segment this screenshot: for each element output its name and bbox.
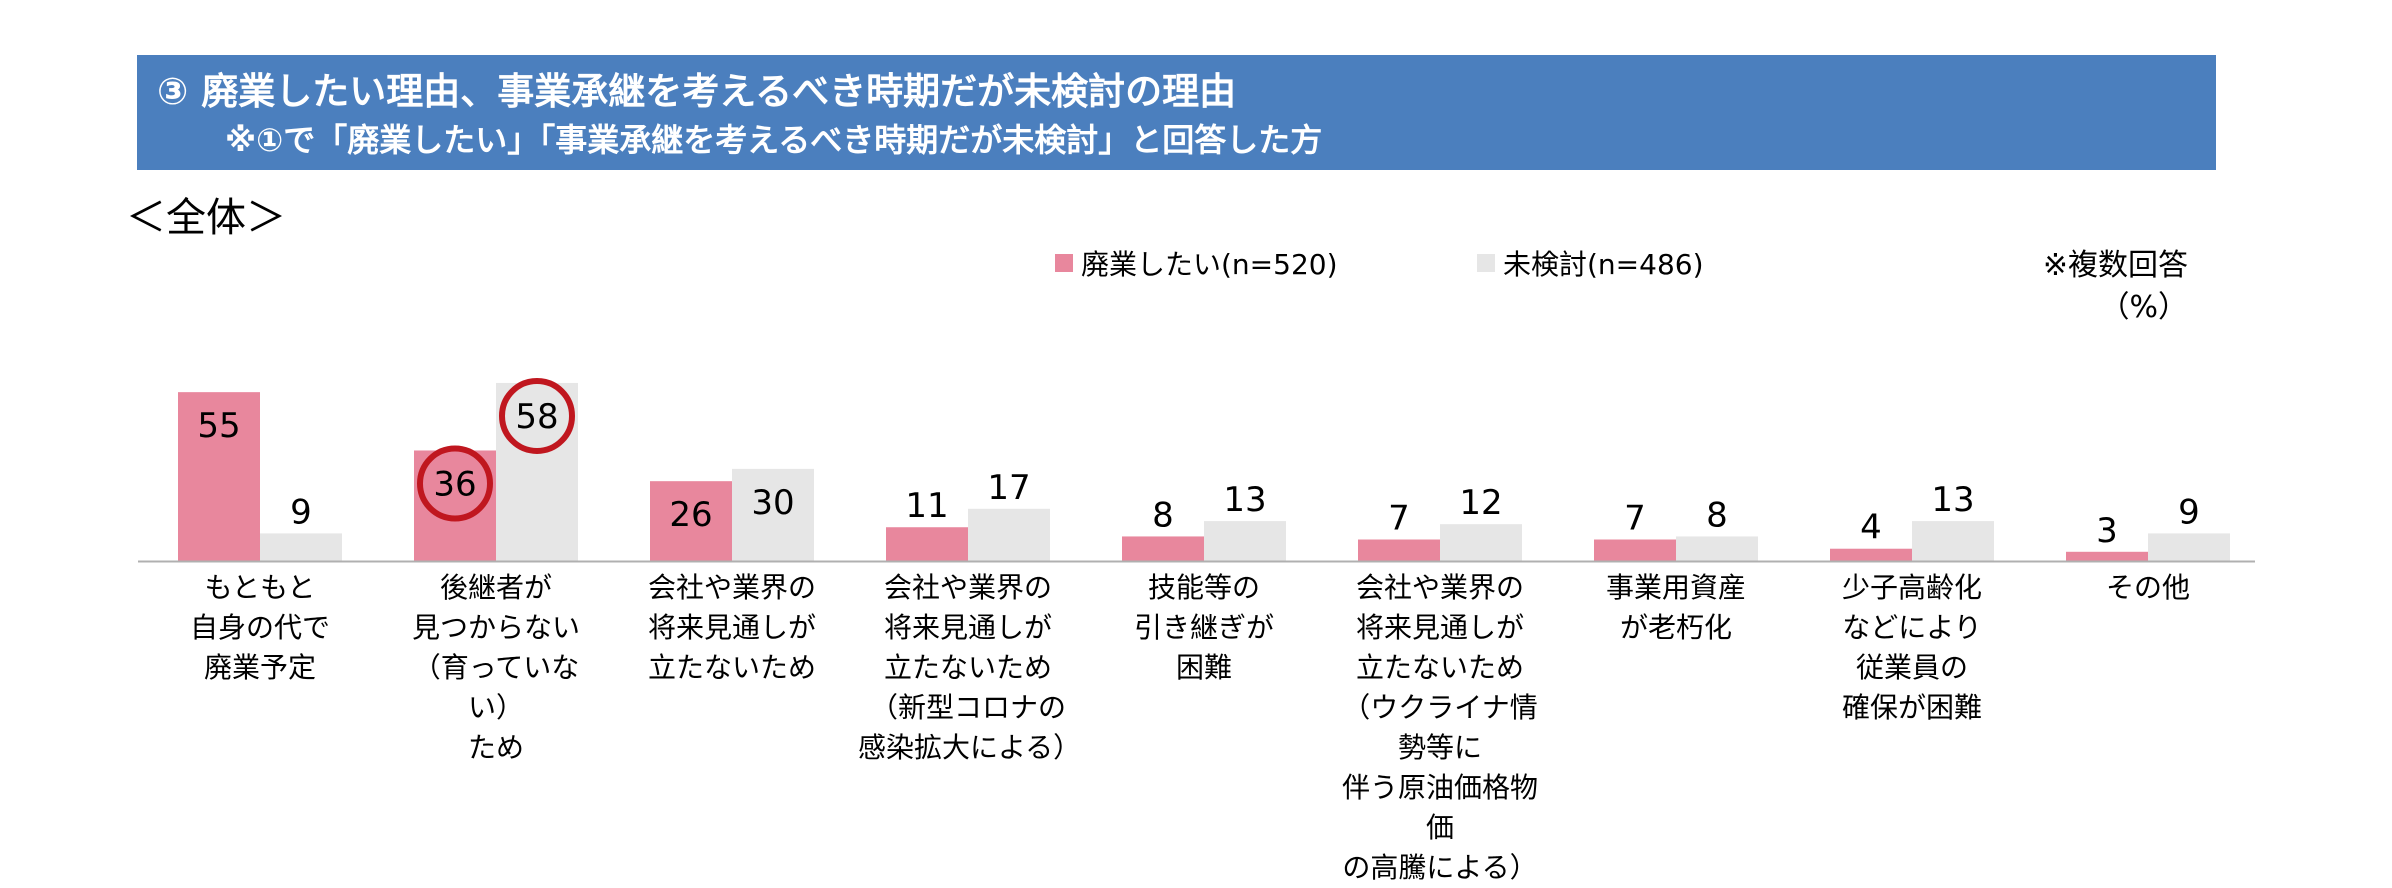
bar-series-1-cat-9 xyxy=(2066,551,2148,561)
category-label-4: 会社や業界の 将来見通しが 立たないため （新型コロナの 感染拡大による） xyxy=(858,571,1082,764)
bar-series-2-cat-6 xyxy=(1440,524,1522,561)
data-label-series-2-cat-4: 17 xyxy=(987,468,1030,508)
data-label-series-1-cat-1: 55 xyxy=(197,406,240,446)
chart-title: ③ 廃業したい理由、事業承継を考えるべき時期だが未検討の理由 xyxy=(157,70,1237,113)
data-label-series-2-cat-1: 9 xyxy=(290,492,312,532)
category-label-6: 会社や業界の 将来見通しが 立たないため （ウクライナ情勢等に 伴う原油価格物価… xyxy=(1341,571,1538,884)
unit-note: （%） xyxy=(2099,290,2188,325)
section-label: ＜全体＞ xyxy=(126,195,286,241)
bar-series-2-cat-7 xyxy=(1676,536,1758,561)
bar-series-2-cat-8 xyxy=(1912,521,1994,561)
legend-swatch-series-a xyxy=(1055,254,1073,272)
data-label-series-1-cat-6: 7 xyxy=(1388,499,1410,539)
data-label-series-2-cat-2: 58 xyxy=(515,397,558,437)
bar-series-1-cat-6 xyxy=(1358,539,1440,561)
bar-series-1-cat-4 xyxy=(886,527,968,561)
multiple-answer-note: ※複数回答 xyxy=(2042,248,2188,283)
chart-subtitle: ※①で「廃業したい」「事業承継を考えるべき時期だが未検討」と回答した方 xyxy=(225,121,1323,159)
data-label-series-2-cat-8: 13 xyxy=(1931,480,1974,520)
legend-label-series-b: 未検討(n=486) xyxy=(1503,248,1704,281)
bar-series-2-cat-9 xyxy=(2148,533,2230,561)
bar-series-1-cat-5 xyxy=(1122,536,1204,561)
highlight-ring-series-1-cat-2 xyxy=(417,445,493,522)
category-label-7: 事業用資産 が老朽化 xyxy=(1605,571,1746,644)
bar-series-2-cat-2 xyxy=(496,382,578,561)
category-label-8: 少子高齢化 などにより 従業員の 確保が困難 xyxy=(1841,571,1982,724)
legend-item-series-b: 未検討(n=486) xyxy=(1477,243,1704,283)
data-label-series-1-cat-7: 7 xyxy=(1624,499,1646,539)
bar-chart: 55 9 36 58 26 30 11 17 8 13 7 12 7 8 4 13 3 9 xyxy=(138,377,2255,563)
title-banner: ③ 廃業したい理由、事業承継を考えるべき時期だが未検討の理由 ※①で「廃業したい… xyxy=(137,55,2216,170)
bar-series-2-cat-1 xyxy=(260,533,342,561)
data-label-series-1-cat-2: 36 xyxy=(433,464,476,504)
category-label-9: その他 xyxy=(2105,571,2190,604)
data-label-series-1-cat-8: 4 xyxy=(1860,508,1882,548)
data-label-series-2-cat-5: 13 xyxy=(1223,480,1266,520)
data-label-series-2-cat-6: 12 xyxy=(1459,483,1502,523)
data-label-series-1-cat-3: 26 xyxy=(669,495,712,535)
legend-item-series-a: 廃業したい(n=520) xyxy=(1055,243,1338,283)
legend-swatch-series-b xyxy=(1477,254,1495,272)
data-label-series-2-cat-3: 30 xyxy=(751,483,794,523)
data-label-series-1-cat-4: 11 xyxy=(905,486,948,526)
category-label-3: 会社や業界の 将来見通しが 立たないため xyxy=(647,571,816,684)
legend-label-series-a: 廃業したい(n=520) xyxy=(1081,248,1338,281)
data-label-series-1-cat-9: 3 xyxy=(2096,511,2118,551)
bar-series-2-cat-5 xyxy=(1204,521,1286,561)
category-label-1: もともと 自身の代で 廃業予定 xyxy=(189,571,330,684)
data-label-series-2-cat-7: 8 xyxy=(1706,495,1728,535)
data-label-series-2-cat-9: 9 xyxy=(2178,492,2200,532)
bar-series-1-cat-8 xyxy=(1830,548,1912,561)
bar-series-1-cat-7 xyxy=(1594,539,1676,561)
data-label-series-1-cat-5: 8 xyxy=(1152,495,1174,535)
bar-series-1-cat-1 xyxy=(178,392,260,561)
bar-series-2-cat-4 xyxy=(968,508,1050,561)
bar-series-2-cat-3 xyxy=(732,468,814,561)
bar-series-1-cat-3 xyxy=(650,481,732,561)
category-label-2: 後継者が 見つからない （育っていない） ため xyxy=(411,571,580,764)
highlight-ring-series-2-cat-2 xyxy=(499,377,575,454)
category-label-5: 技能等の 引き継ぎが 困難 xyxy=(1133,571,1274,684)
